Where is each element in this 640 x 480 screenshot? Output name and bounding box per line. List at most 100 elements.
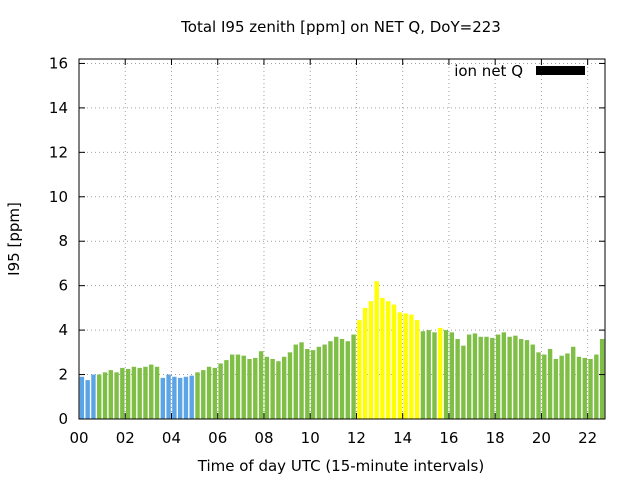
bar bbox=[91, 374, 96, 419]
bar bbox=[247, 359, 252, 419]
bar bbox=[276, 361, 281, 419]
bar bbox=[530, 344, 535, 419]
bar bbox=[166, 374, 171, 419]
bar bbox=[599, 339, 605, 419]
x-tick-label: 12 bbox=[347, 429, 366, 447]
bar bbox=[443, 330, 449, 419]
x-tick-label: 00 bbox=[69, 429, 88, 447]
x-tick-label: 06 bbox=[208, 429, 227, 447]
bar bbox=[79, 376, 85, 419]
x-tick-label: 20 bbox=[532, 429, 551, 447]
bar bbox=[518, 339, 524, 419]
y-tick-label: 4 bbox=[58, 321, 68, 339]
bar bbox=[287, 352, 293, 419]
bar bbox=[594, 354, 599, 419]
bar bbox=[386, 301, 391, 419]
bar bbox=[374, 281, 379, 419]
bar bbox=[409, 314, 414, 419]
bar bbox=[195, 372, 200, 419]
bar bbox=[501, 332, 507, 419]
bar bbox=[368, 301, 374, 419]
bar bbox=[339, 339, 345, 419]
bar bbox=[571, 346, 576, 419]
bar bbox=[582, 357, 587, 419]
bar bbox=[305, 349, 310, 419]
bar bbox=[310, 350, 316, 419]
bar bbox=[495, 334, 501, 419]
bar bbox=[426, 330, 431, 419]
bar bbox=[472, 333, 478, 419]
bar bbox=[524, 340, 530, 419]
y-tick-label: 10 bbox=[49, 188, 68, 206]
y-tick-label: 0 bbox=[58, 410, 68, 428]
x-tick-label: 22 bbox=[578, 429, 597, 447]
bar bbox=[229, 354, 235, 419]
bar bbox=[391, 304, 397, 419]
bar bbox=[351, 334, 356, 419]
y-tick-label: 16 bbox=[49, 54, 68, 72]
bar bbox=[177, 377, 183, 419]
bar bbox=[328, 341, 333, 419]
bar bbox=[201, 370, 206, 419]
bar bbox=[322, 344, 327, 419]
bar bbox=[299, 342, 304, 419]
bar bbox=[270, 359, 275, 419]
bar bbox=[183, 376, 189, 419]
bar bbox=[212, 367, 218, 419]
bar bbox=[102, 372, 108, 419]
bar bbox=[588, 359, 593, 419]
y-tick-label: 14 bbox=[49, 99, 68, 117]
bar bbox=[206, 366, 212, 419]
bar bbox=[397, 312, 402, 419]
bar bbox=[466, 334, 472, 419]
bar bbox=[345, 341, 350, 419]
bar bbox=[449, 332, 455, 419]
bar bbox=[565, 353, 570, 419]
x-tick-label: 10 bbox=[301, 429, 320, 447]
bar bbox=[490, 337, 495, 419]
y-tick-label: 8 bbox=[58, 232, 68, 250]
bar bbox=[576, 356, 582, 419]
bar bbox=[484, 336, 489, 419]
bar bbox=[380, 297, 385, 419]
bar bbox=[420, 331, 426, 419]
legend-swatch bbox=[536, 66, 585, 75]
bar bbox=[414, 320, 420, 419]
bar bbox=[172, 376, 177, 419]
bar bbox=[160, 377, 166, 419]
bar bbox=[334, 336, 339, 419]
bar bbox=[461, 345, 466, 419]
bar bbox=[125, 369, 131, 419]
bar bbox=[513, 335, 518, 419]
bar bbox=[542, 354, 547, 419]
bar bbox=[143, 366, 148, 419]
bar bbox=[97, 374, 102, 419]
bar bbox=[114, 372, 119, 419]
bar bbox=[455, 339, 460, 419]
grid-lines bbox=[79, 59, 605, 419]
bar bbox=[131, 366, 137, 419]
bar bbox=[218, 363, 223, 419]
x-tick-label: 16 bbox=[439, 429, 458, 447]
bar bbox=[137, 367, 142, 419]
bar bbox=[559, 355, 564, 419]
bar bbox=[264, 356, 270, 419]
bar bbox=[403, 313, 408, 419]
y-tick-label: 2 bbox=[58, 366, 68, 384]
bar bbox=[282, 356, 287, 419]
bar bbox=[478, 336, 483, 419]
bar bbox=[189, 375, 194, 419]
bar bbox=[432, 332, 437, 419]
chart-title: Total I95 zenith [ppm] on NET Q, DoY=223 bbox=[180, 18, 501, 36]
bar bbox=[120, 367, 125, 419]
plot-frame bbox=[78, 58, 606, 420]
y-axis-label: I95 [ppm] bbox=[5, 202, 23, 276]
bar bbox=[154, 366, 160, 419]
x-tick-label: 18 bbox=[486, 429, 505, 447]
y-tick-label: 12 bbox=[49, 143, 68, 161]
bar bbox=[547, 349, 553, 419]
bar bbox=[293, 344, 298, 419]
bar bbox=[108, 370, 113, 419]
